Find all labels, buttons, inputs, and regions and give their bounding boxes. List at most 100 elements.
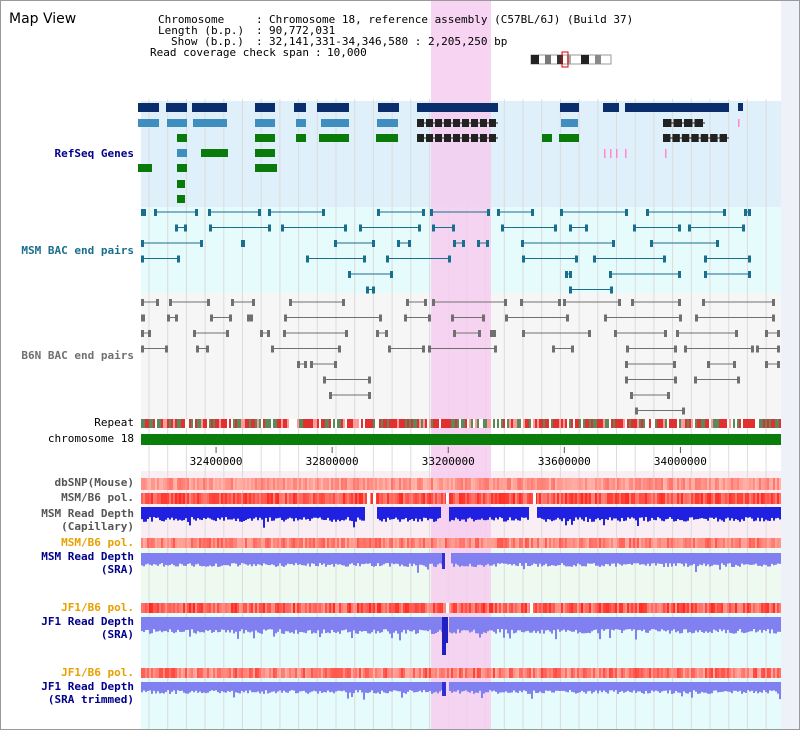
depth-bar: [281, 617, 283, 634]
gap-mark: [446, 603, 449, 613]
heat-mark: [143, 668, 145, 678]
heat-mark: [405, 668, 407, 678]
heat-mark: [529, 538, 531, 548]
repeat-mark: [579, 419, 581, 428]
heat-mark: [319, 603, 321, 613]
bac-end: [252, 299, 255, 306]
depth-bar: [721, 507, 723, 521]
msm-bac-label[interactable]: MSM BAC end pairs: [21, 244, 134, 257]
heat-mark: [479, 668, 481, 678]
depth-bar: [347, 553, 349, 567]
depth-bar: [685, 682, 687, 694]
heat-mark: [725, 603, 727, 613]
depth-bar: [177, 617, 179, 630]
depth-bar: [545, 617, 547, 631]
heat-mark: [761, 478, 763, 490]
depth-bar: [515, 553, 517, 566]
msm-b6-pol-sra-label[interactable]: MSM/B6 pol.: [61, 536, 134, 549]
repeat-mark: [467, 419, 469, 428]
repeat-mark: [683, 419, 685, 428]
depth-bar: [209, 682, 211, 692]
b6n-bac-label[interactable]: B6N BAC end pairs: [21, 349, 134, 362]
repeat-mark: [667, 419, 669, 428]
repeat-mark: [353, 419, 355, 428]
heat-mark: [301, 668, 303, 678]
jf1-b6-pol-label[interactable]: JF1/B6 pol.: [61, 601, 134, 614]
depth-bar: [745, 617, 747, 633]
jf1-b6-pol-trim-label[interactable]: JF1/B6 pol.: [61, 666, 134, 679]
depth-bar: [379, 507, 381, 521]
depth-bar: [297, 507, 299, 521]
heat-mark: [491, 603, 493, 613]
heat-mark: [187, 668, 189, 678]
depth-bar: [385, 617, 387, 630]
heat-mark: [209, 538, 211, 548]
msm-depth-capillary-label[interactable]: MSM Read Depth: [41, 507, 134, 520]
depth-bar: [175, 682, 177, 694]
depth-bar: [193, 682, 195, 693]
heat-mark: [685, 668, 687, 678]
heat-mark: [319, 478, 321, 490]
depth-bar: [591, 507, 593, 522]
msm-b6-pol-label[interactable]: MSM/B6 pol.: [61, 491, 134, 504]
depth-bar: [171, 507, 173, 518]
depth-bar: [245, 617, 247, 631]
heat-mark: [567, 538, 569, 548]
depth-bar: [751, 507, 753, 519]
depth-bar: [779, 507, 781, 520]
bac-end: [283, 330, 286, 337]
depth-bar: [493, 553, 495, 565]
depth-bar: [725, 507, 727, 519]
gene-exon: [663, 134, 671, 142]
depth-bar: [565, 682, 567, 692]
heat-mark: [711, 493, 713, 504]
msm-depth-sra-label[interactable]: MSM Read Depth: [41, 550, 134, 563]
bac-end: [777, 345, 780, 353]
heat-mark: [471, 603, 473, 613]
length-key: Length (b.p.): [158, 24, 245, 37]
jf1-depth-sra-label[interactable]: JF1 Read Depth: [41, 615, 134, 628]
depth-bar: [357, 553, 359, 564]
heat-mark: [663, 668, 665, 678]
depth-bar: [439, 553, 441, 564]
heat-mark: [717, 493, 719, 504]
heat-mark: [427, 668, 429, 678]
jf1-depth-trim-label[interactable]: JF1 Read Depth: [41, 680, 134, 693]
depth-bar: [645, 682, 647, 692]
heat-mark: [459, 538, 461, 548]
refseq-genes-label[interactable]: RefSeq Genes: [54, 147, 134, 160]
depth-bar: [263, 682, 265, 694]
heat-mark: [753, 493, 755, 504]
heat-mark: [357, 478, 359, 490]
heat-mark: [519, 478, 521, 490]
heat-mark: [767, 493, 769, 504]
heat-mark: [499, 478, 501, 490]
heat-mark: [757, 668, 759, 678]
bac-end: [143, 209, 146, 216]
heat-mark: [381, 478, 383, 490]
gene-block: [317, 103, 349, 112]
repeat-mark: [391, 419, 393, 428]
heat-mark: [577, 493, 579, 504]
dbsnp-label[interactable]: dbSNP(Mouse): [54, 476, 134, 489]
heat-mark: [155, 493, 157, 504]
depth-bar: [349, 617, 351, 632]
depth-bar: [317, 617, 319, 631]
depth-bar: [747, 553, 749, 565]
depth-bar: [665, 682, 667, 691]
heat-mark: [523, 493, 525, 504]
depth-bar: [149, 682, 151, 691]
heat-mark: [233, 538, 235, 548]
depth-bar: [483, 507, 485, 521]
depth-bar: [539, 617, 541, 634]
heat-mark: [355, 478, 357, 490]
repeat-mark: [141, 419, 143, 428]
heat-mark: [171, 493, 173, 504]
heat-mark: [163, 493, 165, 504]
heat-mark: [259, 478, 261, 490]
depth-bar: [571, 553, 573, 567]
bac-end: [334, 240, 337, 247]
bac-end: [486, 240, 489, 247]
depth-bar: [757, 553, 759, 566]
